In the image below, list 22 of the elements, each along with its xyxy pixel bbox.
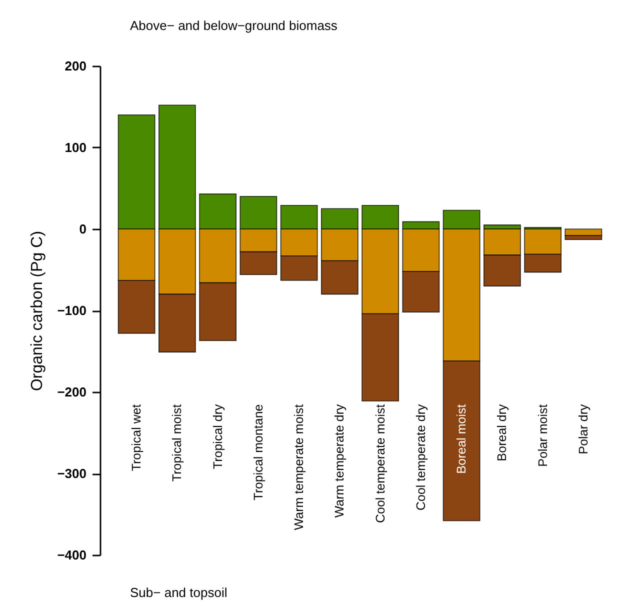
y-tick-label: 200 <box>64 58 86 74</box>
x-tick-label: Polar dry <box>576 403 590 454</box>
x-tick-label: Tropical dry <box>210 403 225 470</box>
y-tick-label: −100 <box>57 303 86 318</box>
x-tick-label: Warm temperate dry <box>332 403 347 518</box>
y-tick-label: −400 <box>57 548 86 562</box>
x-tick-label: Polar moist <box>536 404 550 467</box>
y-axis-title: Organic carbon (Pg C) <box>29 230 46 392</box>
text: Sub− and topsoil <box>130 585 228 600</box>
y-tick-label: 100 <box>64 140 86 155</box>
x-tick-label: Boreal moist <box>454 404 469 474</box>
x-tick-label: Warm temperate moist <box>292 404 306 530</box>
x-tick-label: Tropical moist <box>170 404 184 482</box>
y-tick-label: −200 <box>57 384 86 400</box>
y-tick-label: 0 <box>79 222 86 236</box>
text: Above− and below−ground biomass <box>130 18 338 33</box>
y-tick-label: −300 <box>57 466 86 481</box>
x-tick-label: Tropical wet <box>130 404 144 472</box>
x-tick-label: Cool temperate moist <box>373 404 388 524</box>
x-tick-label: Cool temperate dry <box>414 403 428 511</box>
x-tick-label: Boreal dry <box>495 403 510 462</box>
x-tick-label: Tropical montane <box>251 404 266 500</box>
